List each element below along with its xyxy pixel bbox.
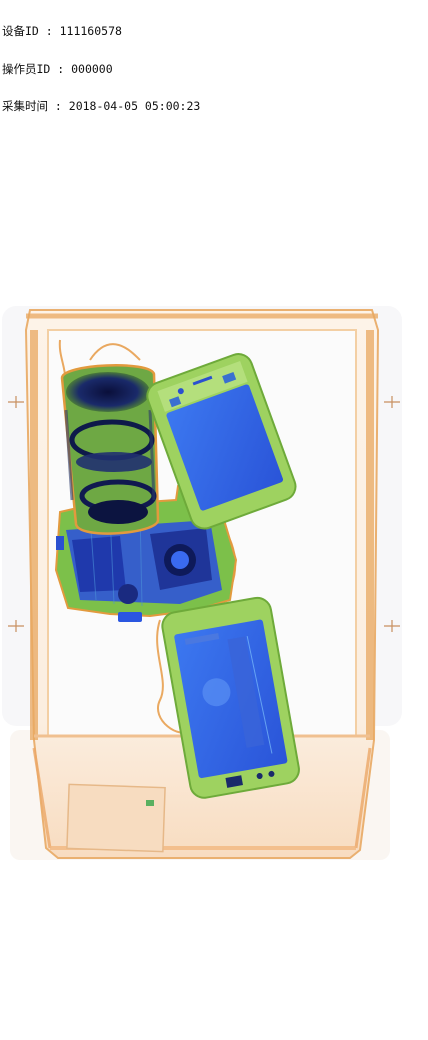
phone-top bbox=[146, 353, 297, 530]
capture-time-line: 采集时间 : 2018-04-05 05:00:23 bbox=[2, 99, 201, 113]
phone-bottom bbox=[161, 596, 300, 799]
device-id-line: 设备ID : 111160578 bbox=[2, 24, 122, 38]
scan-info-overlay: 设备ID : 111160578 操作员ID : 000000 采集时间 : 2… bbox=[2, 0, 200, 125]
tray-label bbox=[66, 783, 166, 853]
operator-id-line: 操作员ID : 000000 bbox=[2, 61, 113, 76]
camera-lens bbox=[60, 364, 160, 535]
